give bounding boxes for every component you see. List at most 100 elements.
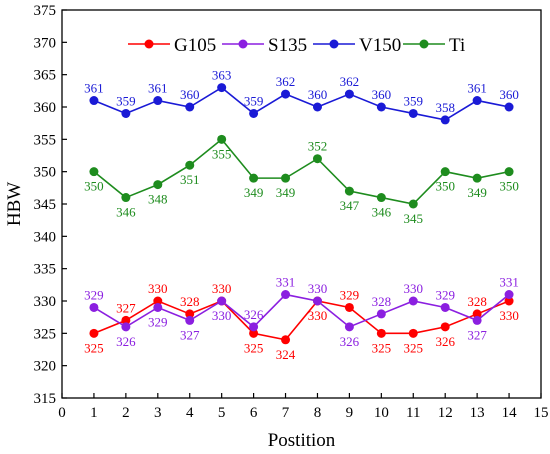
data-label: 325	[372, 340, 392, 355]
data-point	[281, 89, 291, 99]
data-label: 360	[308, 87, 328, 102]
data-point	[312, 296, 322, 306]
y-tick-label: 370	[34, 35, 57, 51]
x-tick-label: 13	[470, 405, 485, 421]
data-point	[408, 199, 418, 209]
data-point	[440, 167, 450, 177]
data-point	[376, 193, 386, 203]
y-tick-label: 345	[34, 197, 57, 213]
data-label: 361	[467, 81, 487, 96]
data-label: 360	[499, 87, 519, 102]
legend-marker	[144, 39, 154, 49]
data-point	[408, 108, 418, 118]
x-tick-label: 2	[122, 405, 130, 421]
series-line	[93, 300, 510, 341]
data-point	[89, 302, 99, 312]
data-point	[504, 102, 514, 112]
data-point	[472, 309, 482, 319]
y-tick-label: 350	[34, 165, 57, 181]
data-point	[153, 180, 163, 190]
data-label: 351	[180, 172, 200, 187]
data-label: 362	[276, 74, 296, 89]
data-point	[185, 309, 195, 319]
y-tick-label: 320	[34, 359, 57, 375]
data-label: 346	[372, 205, 392, 220]
data-label: 348	[148, 192, 168, 207]
data-point	[312, 102, 322, 112]
legend-marker	[238, 39, 248, 49]
data-label: 350	[499, 179, 519, 194]
data-point	[153, 96, 163, 106]
data-label: 326	[244, 307, 264, 322]
data-point	[440, 302, 450, 312]
data-point	[185, 102, 195, 112]
data-point	[249, 322, 259, 332]
series-v150	[89, 83, 514, 125]
data-label: 330	[499, 308, 519, 323]
data-point	[121, 108, 131, 118]
x-tick-label: 8	[314, 405, 322, 421]
y-tick-label: 365	[34, 68, 57, 84]
data-point	[217, 83, 227, 93]
data-label: 359	[116, 93, 136, 108]
data-label: 330	[308, 308, 328, 323]
x-tick-label: 6	[250, 405, 258, 421]
data-label: 325	[244, 340, 264, 355]
legend-label: G105	[174, 35, 216, 56]
data-point	[344, 89, 354, 99]
data-point	[89, 167, 99, 177]
data-label: 331	[276, 275, 296, 290]
data-point	[440, 322, 450, 332]
data-label: 362	[340, 74, 360, 89]
data-label: 360	[180, 87, 200, 102]
legend: G105 S135 V150 Ti	[128, 35, 465, 56]
data-label: 327	[116, 300, 136, 315]
legend-item-g105: G105	[128, 35, 216, 56]
data-label: 345	[404, 211, 424, 226]
y-axis-title: HBW	[4, 182, 25, 226]
data-label: 325	[404, 340, 424, 355]
x-tick-label: 10	[374, 405, 389, 421]
y-tick-label: 360	[34, 100, 57, 116]
x-tick-label: 4	[186, 405, 194, 421]
y-tick-label: 330	[34, 294, 57, 310]
data-label: 328	[180, 294, 200, 309]
data-labels: 325 327 330 328 330 325 324 330 329 325 325 326 328 3…	[84, 68, 519, 362]
data-point	[121, 322, 131, 332]
data-point	[504, 167, 514, 177]
data-label: 350	[84, 179, 104, 194]
x-tick-label: 15	[534, 405, 549, 421]
series-layer	[89, 83, 514, 345]
data-label: 326	[116, 334, 136, 349]
data-point	[217, 296, 227, 306]
data-label: 329	[340, 287, 360, 302]
x-tick-label: 11	[406, 405, 420, 421]
x-tick-label: 9	[346, 405, 354, 421]
data-label: 350	[435, 179, 455, 194]
data-point	[472, 315, 482, 325]
data-point	[121, 315, 131, 325]
data-label: 330	[308, 281, 328, 296]
data-label: 330	[212, 308, 232, 323]
data-point	[344, 302, 354, 312]
data-label: 349	[467, 185, 487, 200]
data-label: 330	[148, 281, 168, 296]
y-tick-label: 355	[34, 132, 57, 148]
legend-marker	[419, 39, 429, 49]
series-s135	[89, 290, 514, 332]
y-tick-label: 340	[34, 229, 57, 245]
data-point	[249, 328, 259, 338]
data-label: 327	[180, 327, 200, 342]
data-point	[504, 290, 514, 300]
legend-item-ti: Ti	[403, 35, 465, 56]
data-point	[344, 322, 354, 332]
x-tick-label: 3	[154, 405, 162, 421]
y-tick-label: 325	[34, 326, 57, 342]
data-point	[185, 315, 195, 325]
data-point	[249, 108, 259, 118]
data-label: 361	[148, 81, 168, 96]
data-label: 324	[276, 347, 296, 362]
data-label: 349	[276, 185, 296, 200]
data-point	[281, 173, 291, 183]
data-point	[249, 173, 259, 183]
